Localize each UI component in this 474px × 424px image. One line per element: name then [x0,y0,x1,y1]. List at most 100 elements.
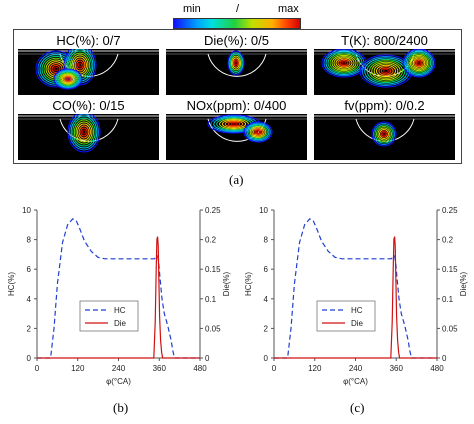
contour-line [233,59,239,67]
contour-plot [18,114,159,160]
x-tick-label: 120 [71,364,85,373]
y2-tick-label: 0.2 [442,236,454,245]
contour-line [341,61,347,65]
contour-line [66,77,70,81]
contour-line [68,50,92,80]
y-tick-label: 4 [27,295,32,304]
contour-line [366,58,406,84]
contour-line [373,123,395,145]
y-tick-label: 8 [264,236,269,245]
contour-line [251,127,265,137]
contour-line [371,61,401,81]
contour-line [376,64,396,78]
contour-line [248,124,268,140]
legend-label-die: Die [114,319,127,328]
contour-line [412,57,426,69]
contour-line [249,125,267,139]
contour-line [53,68,83,90]
contour-line [376,126,392,142]
y-tick-label: 6 [27,265,32,274]
colorbar-min-label: min [183,3,201,15]
contour-line [227,50,245,76]
contour-line [254,129,262,135]
x-tick-label: 240 [349,364,363,373]
contour-line [76,60,84,70]
contour-line [380,67,392,75]
y2-tick-label: 0.2 [205,236,217,245]
line-chart-b: 0 2 4 6 8 10 0 0.05 0.1 0.15 0.2 0.25 0 120 240 360 480 φ… [7,206,231,386]
y-axis-label: HC(%) [244,272,253,296]
contour-line [64,76,72,82]
y2-tick-label: 0.25 [205,206,221,215]
y-tick-label: 2 [264,324,269,333]
legend-label-hc: HC [351,306,363,315]
contour-line [411,56,427,70]
y2-tick-label: 0.05 [205,324,221,333]
contour-line [67,114,101,153]
y2-tick-label: 0.1 [442,295,454,304]
contour-plot [166,49,307,95]
series-line-die [37,236,200,359]
contour-line [75,121,93,143]
contour-line [74,58,86,72]
contour-line [339,60,349,66]
contour-line [369,60,403,82]
y2-tick-label: 0 [442,354,447,363]
colorbar-mid-label: / [236,3,240,15]
contour-line [406,52,432,74]
contour-line [414,58,424,68]
y2-tick-label: 0.15 [442,265,458,274]
contour-line [228,52,244,74]
x-axis-label: φ(°CA) [106,377,131,386]
legend-box [79,300,139,332]
contour-line [71,54,89,76]
y-tick-label: 10 [259,206,268,215]
contour-line [73,119,95,145]
y2-tick-label: 0 [205,354,210,363]
y-tick-label: 4 [264,295,269,304]
contour-line [230,55,242,71]
y2-axis-label: Die(%) [459,271,468,296]
contour-line [72,117,96,147]
contour-line [65,49,95,84]
contour-line [230,122,238,126]
contour-line [61,74,75,84]
contour-line [255,130,261,134]
y-tick-label: 10 [22,206,31,215]
contour-line [380,130,388,138]
y2-tick-label: 0.15 [205,265,221,274]
contour-line [77,123,91,141]
contour-plot [314,49,455,95]
y2-axis-label: Die(%) [222,271,231,296]
contour-line [382,132,386,136]
colorbar-max-label: max [278,3,299,15]
contour-line [219,118,249,130]
x-tick-label: 480 [193,364,207,373]
y2-tick-label: 0.25 [442,206,458,215]
contour-plot [166,114,307,160]
legend-box [316,300,376,332]
panel-title: Die(%): 0/5 [203,33,270,48]
contour-line [409,54,429,72]
contour-panel-co: CO(%): 0/15 [16,97,161,162]
contour-panel-grid: HC(%): 0/7 Die(%): 0/5 T(K): 800/2400 CO… [13,29,462,164]
contour-line [53,66,59,72]
figure-label-c: (c) [350,400,365,415]
x-tick-label: 360 [153,364,167,373]
panel-title: CO(%): 0/15 [52,98,125,113]
contour-line [404,49,434,77]
contour-line [402,49,436,78]
y-axis-label: HC(%) [7,272,16,296]
contour-line [78,125,90,139]
contour-line [51,64,61,74]
contour-line [234,60,238,66]
series-line-die [274,236,437,359]
contour-line [81,129,87,135]
series-line-hc [37,218,200,359]
contour-line [378,66,394,76]
line-chart-c: 0 2 4 6 8 10 0 0.05 0.1 0.15 0.2 0.25 0 120 240 360 480 φ… [244,206,468,386]
contour-plot [18,49,159,95]
contour-line [229,53,243,73]
contour-line [243,121,273,143]
contour-line [325,51,363,75]
